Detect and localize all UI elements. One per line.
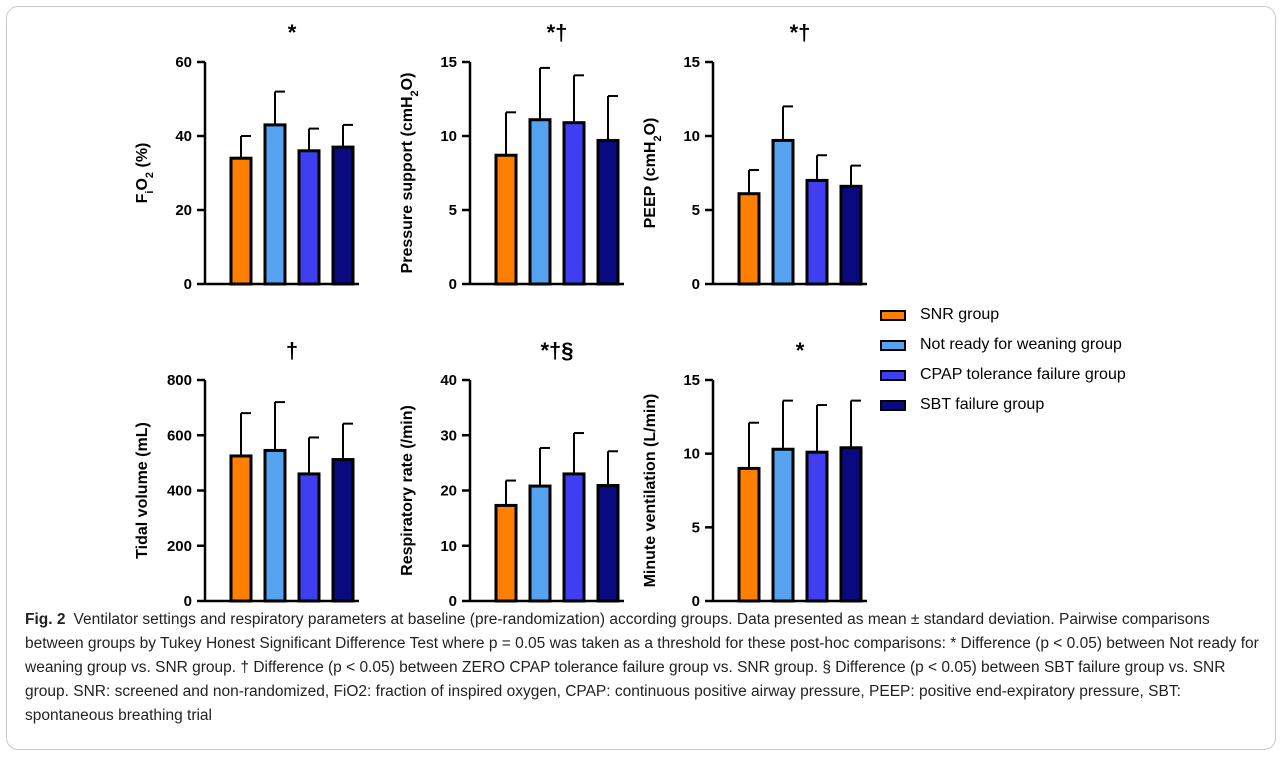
y-tick-label: 15 [683, 372, 700, 389]
y-tick-label: 15 [440, 54, 457, 71]
significance-marker: *†§ [540, 338, 573, 363]
legend-swatch [880, 369, 906, 381]
legend-swatch [880, 309, 906, 321]
y-axis-label: FiO2 (%) [134, 143, 156, 204]
bar [494, 153, 518, 286]
caption-text: Ventilator settings and respiratory para… [25, 611, 1259, 724]
bar [805, 178, 829, 286]
y-tick-label: 40 [440, 372, 457, 389]
y-axis-label: Tidal volume (mL) [134, 422, 151, 559]
bar [771, 447, 795, 603]
bar [737, 466, 761, 603]
y-tick-label: 0 [184, 593, 192, 610]
y-tick-label: 0 [692, 593, 700, 610]
bar [805, 450, 829, 603]
legend-item: Not ready for weaning group [880, 330, 1126, 360]
legend-swatch [880, 339, 906, 351]
y-tick-label: 15 [683, 54, 700, 71]
y-axis-label: Minute ventilation (L/min) [642, 394, 659, 588]
bar [737, 192, 761, 286]
bar [331, 458, 355, 603]
y-tick-label: 200 [167, 538, 192, 555]
y-tick-label: 5 [449, 202, 457, 219]
y-axis-label: Pressure support (cmH2O) [399, 73, 421, 274]
bar [596, 138, 620, 286]
bar [528, 484, 552, 603]
significance-marker: *† [790, 20, 811, 45]
bar [263, 123, 287, 286]
legend-item: SNR group [880, 300, 1126, 330]
y-tick-label: 10 [683, 128, 700, 145]
bar [229, 454, 253, 603]
legend-label: CPAP tolerance failure group [920, 366, 1126, 383]
y-tick-label: 600 [167, 427, 192, 444]
legend-label: SBT failure group [920, 396, 1045, 413]
bar [263, 448, 287, 603]
y-axis-label: Respiratory rate (/min) [399, 405, 416, 576]
bar [528, 118, 552, 286]
legend-swatch [880, 399, 906, 411]
y-tick-label: 5 [692, 519, 700, 536]
bar [562, 472, 586, 603]
y-tick-label: 10 [440, 128, 457, 145]
y-axis-label: PEEP (cmH2O) [642, 118, 664, 229]
y-tick-label: 0 [449, 276, 457, 293]
chart-grid: 0 20 40 60 FiO2 (%) * 0 5 10 15 Pressure support (… [134, 20, 867, 610]
legend: SNR group Not ready for weaning group CPAP… [880, 300, 1126, 420]
significance-marker: * [288, 20, 297, 45]
y-tick-label: 30 [440, 427, 457, 444]
bar [839, 184, 863, 286]
significance-marker: *† [547, 20, 568, 45]
bar [596, 484, 620, 603]
y-tick-label: 5 [692, 202, 700, 219]
y-tick-label: 40 [175, 128, 192, 145]
y-tick-label: 10 [683, 446, 700, 463]
bar [297, 472, 321, 603]
legend-label: Not ready for weaning group [920, 336, 1122, 353]
figure-label: Fig. 2 [25, 611, 66, 628]
legend-label: SNR group [920, 306, 1000, 323]
y-tick-label: 400 [167, 483, 192, 500]
y-tick-label: 800 [167, 372, 192, 389]
legend-item: SBT failure group [880, 390, 1126, 420]
significance-marker: † [286, 338, 298, 363]
y-tick-label: 0 [692, 276, 700, 293]
figure-caption: Fig. 2 Ventilator settings and respirator… [25, 608, 1260, 728]
y-tick-label: 0 [449, 593, 457, 610]
bar [297, 149, 321, 286]
y-tick-label: 0 [184, 276, 192, 293]
y-tick-label: 20 [175, 202, 192, 219]
bar [562, 121, 586, 286]
significance-marker: * [796, 338, 805, 363]
bar [331, 145, 355, 286]
bar [229, 156, 253, 286]
y-tick-label: 60 [175, 54, 192, 71]
legend-item: CPAP tolerance failure group [880, 360, 1126, 390]
y-tick-label: 10 [440, 538, 457, 555]
figure-frame [6, 6, 1276, 750]
bar [771, 138, 795, 286]
y-tick-label: 20 [440, 483, 457, 500]
bar [839, 446, 863, 603]
bar [494, 503, 518, 603]
